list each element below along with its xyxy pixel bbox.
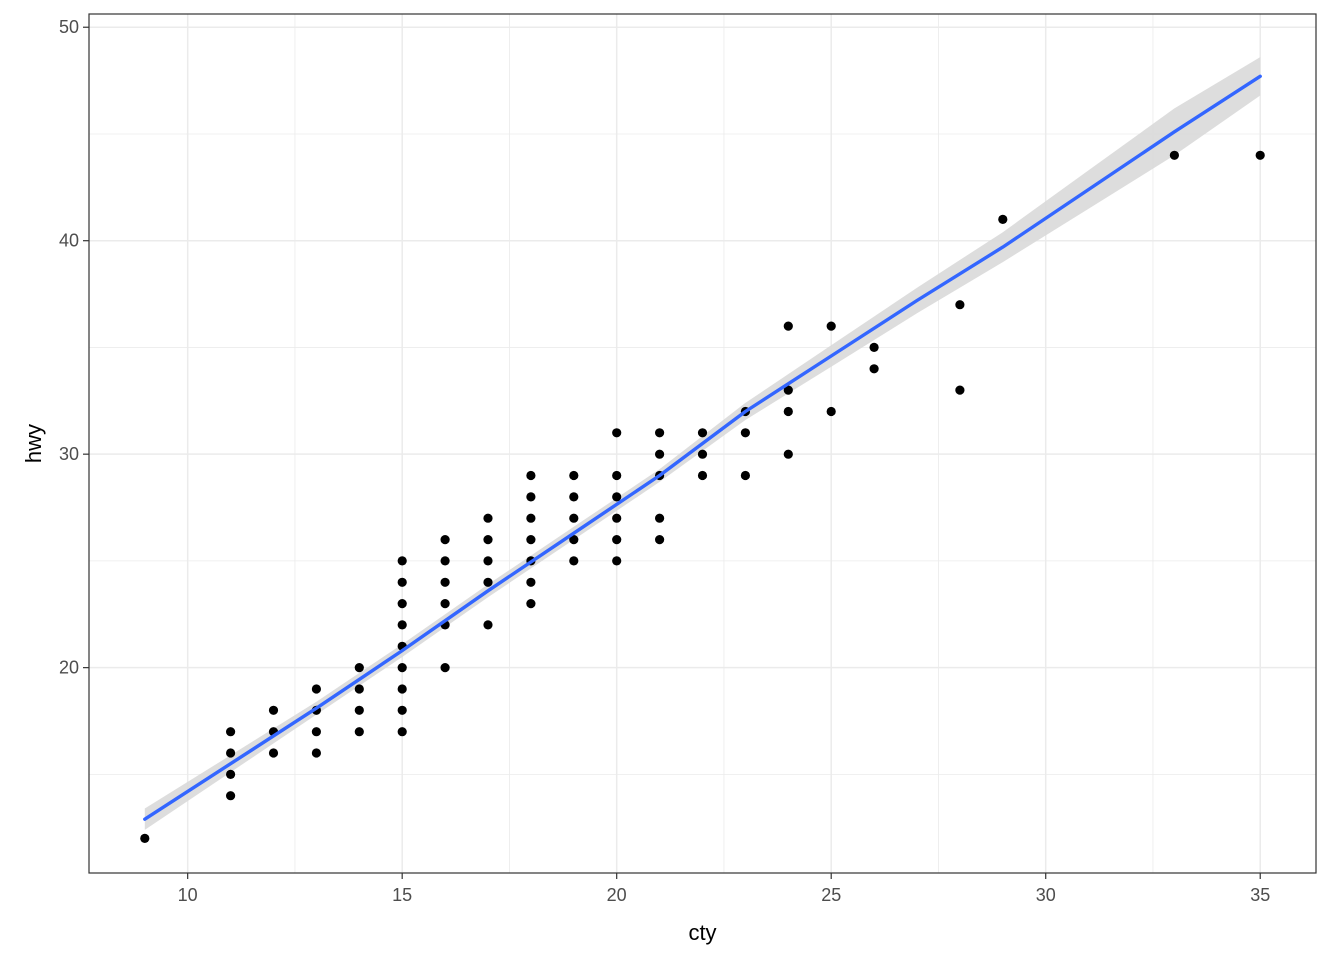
y-tick-label: 50	[59, 17, 79, 37]
data-point	[311, 684, 321, 694]
data-point	[354, 684, 364, 694]
data-point	[526, 513, 536, 523]
data-point	[311, 727, 321, 737]
data-point	[483, 535, 493, 545]
data-point	[826, 321, 836, 331]
minor-gridlines	[89, 14, 1316, 873]
data-point	[655, 535, 665, 545]
data-point	[740, 470, 751, 481]
data-point	[612, 428, 622, 438]
data-point	[526, 535, 536, 545]
x-tick-label: 25	[821, 885, 841, 905]
data-point	[697, 470, 708, 481]
data-point	[354, 663, 364, 673]
data-point	[526, 577, 536, 587]
data-point	[440, 556, 450, 566]
axis-ticks: 10 15 20 25 30 35 20 30 40 50	[59, 17, 1270, 905]
y-axis-title: hwy	[21, 424, 46, 463]
data-point	[226, 748, 236, 758]
data-point	[869, 364, 879, 374]
data-point	[483, 620, 493, 630]
data-point	[483, 513, 493, 523]
data-point	[226, 769, 236, 780]
data-point	[612, 492, 622, 502]
data-point	[655, 449, 665, 459]
data-point	[655, 428, 665, 438]
data-point	[440, 599, 450, 609]
data-point	[397, 684, 407, 694]
data-point	[397, 705, 407, 715]
data-point	[612, 556, 622, 566]
data-point	[998, 214, 1008, 224]
data-point	[397, 663, 407, 673]
data-point	[526, 492, 536, 502]
data-point	[268, 748, 279, 758]
data-point	[783, 406, 793, 417]
data-point	[526, 599, 536, 609]
x-axis-title: cty	[688, 920, 716, 945]
data-point	[354, 727, 364, 737]
data-point	[783, 385, 793, 395]
data-point	[1255, 150, 1265, 160]
data-point	[740, 428, 751, 438]
x-tick-label: 35	[1250, 885, 1270, 905]
data-point	[826, 406, 836, 417]
data-point	[955, 385, 965, 395]
data-point	[483, 577, 493, 587]
data-point	[354, 705, 364, 715]
data-point	[1169, 150, 1179, 160]
data-point	[612, 513, 622, 523]
panel-border	[88, 13, 1317, 874]
data-point	[783, 321, 793, 331]
data-point	[311, 748, 321, 758]
data-point	[569, 535, 579, 545]
data-point	[397, 556, 407, 566]
smooth-line-layer	[143, 74, 1262, 821]
data-point	[440, 663, 450, 673]
data-point	[397, 727, 407, 737]
data-point	[483, 556, 493, 566]
x-tick-label: 15	[392, 885, 412, 905]
data-point	[655, 513, 665, 523]
data-point	[226, 727, 236, 737]
data-point	[869, 342, 879, 352]
data-point	[440, 577, 450, 587]
data-point	[783, 449, 793, 459]
data-point	[440, 535, 450, 545]
data-point	[397, 577, 407, 587]
data-point	[268, 705, 279, 715]
data-point	[397, 620, 407, 630]
y-tick-label: 40	[59, 231, 79, 251]
data-point	[140, 833, 150, 844]
x-tick-label: 20	[607, 885, 627, 905]
x-tick-label: 10	[178, 885, 198, 905]
data-point	[955, 300, 965, 310]
data-point	[612, 470, 622, 481]
data-point	[569, 470, 579, 481]
smooth-line	[143, 74, 1262, 821]
data-point	[697, 428, 708, 438]
x-tick-label: 30	[1036, 885, 1056, 905]
y-tick-label: 30	[59, 444, 79, 464]
data-point	[526, 470, 536, 481]
data-point	[226, 791, 236, 801]
y-tick-label: 20	[59, 658, 79, 678]
points-layer	[140, 150, 1265, 844]
data-point	[569, 556, 579, 566]
data-point	[612, 535, 622, 545]
data-point	[697, 449, 708, 459]
data-point	[569, 492, 579, 502]
data-point	[397, 599, 407, 609]
data-point	[569, 513, 579, 523]
